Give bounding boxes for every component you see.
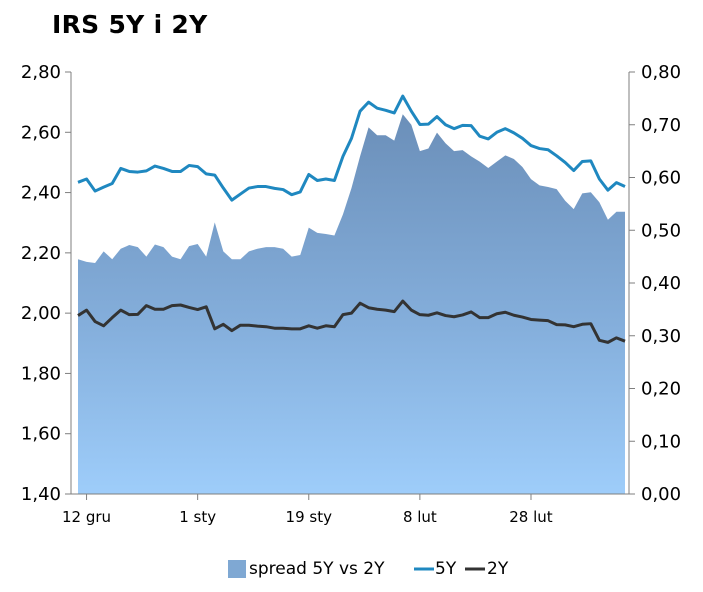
axes: 1,40 1,60 1,80 2,00 2,20 2,40 2,60 2,80 0,00 0,10… xyxy=(21,62,681,526)
y-left-tick-label: 2,00 xyxy=(21,303,61,324)
x-tick-label: 12 gru xyxy=(62,508,111,526)
y-right-tick-label: 0,20 xyxy=(641,379,681,400)
y-left-tick-label: 2,40 xyxy=(21,183,61,204)
y-right-tick-label: 0,80 xyxy=(641,62,681,83)
plot-area xyxy=(77,94,626,494)
chart-title: IRS 5Y i 2Y xyxy=(52,10,208,39)
y-left-tick-label: 1,40 xyxy=(21,484,61,505)
y-left-tick-label: 2,80 xyxy=(21,62,61,83)
y-right-tick-label: 0,10 xyxy=(641,431,681,452)
x-tick-label: 19 sty xyxy=(286,508,333,526)
x-tick-label: 8 lut xyxy=(403,508,437,526)
legend-label-spread: spread 5Y vs 2Y xyxy=(249,559,385,579)
series-line-5y xyxy=(77,94,626,202)
legend-label-5y: 5Y xyxy=(435,559,457,579)
y-right-tick-label: 0,00 xyxy=(641,484,681,505)
y-left-tick-label: 2,60 xyxy=(21,122,61,143)
series-line-2y xyxy=(77,299,626,344)
legend-swatch-spread xyxy=(228,560,246,578)
x-tick-label: 1 sty xyxy=(179,508,216,526)
y-left-tick-label: 1,60 xyxy=(21,424,61,445)
y-right-tick-label: 0,50 xyxy=(641,220,681,241)
y-right-tick-label: 0,30 xyxy=(641,326,681,347)
y-left-tick-label: 2,20 xyxy=(21,243,61,264)
series-area-spread xyxy=(78,114,625,494)
y-right-tick-label: 0,60 xyxy=(641,168,681,189)
y-right-tick-label: 0,40 xyxy=(641,273,681,294)
legend-label-2y: 2Y xyxy=(487,559,509,579)
y-right-tick-label: 0,70 xyxy=(641,115,681,136)
x-tick-label: 28 lut xyxy=(509,508,553,526)
y-left-tick-label: 1,80 xyxy=(21,363,61,384)
legend: spread 5Y vs 2Y 5Y 2Y xyxy=(228,559,509,579)
